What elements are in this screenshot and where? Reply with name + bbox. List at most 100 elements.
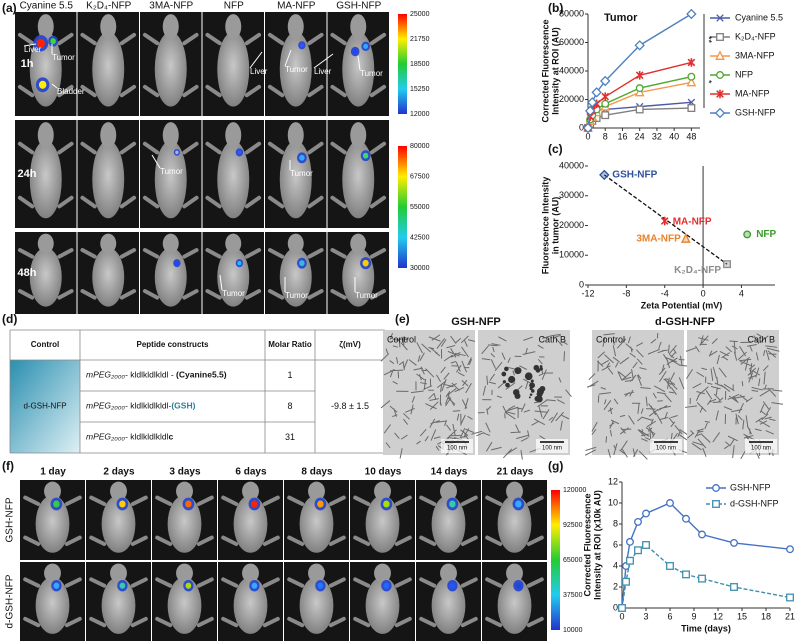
aggregate bbox=[529, 382, 535, 389]
marker bbox=[682, 514, 690, 523]
condition-label: Cath B bbox=[538, 334, 566, 344]
marker bbox=[587, 97, 598, 108]
marker bbox=[730, 583, 738, 591]
mouse-head bbox=[37, 122, 54, 149]
mouse-image bbox=[15, 232, 77, 314]
column-header: 10 days bbox=[365, 467, 402, 478]
signal-core bbox=[383, 500, 390, 508]
tem-image bbox=[478, 330, 570, 455]
aggregate bbox=[539, 385, 546, 392]
mouse-limb bbox=[262, 616, 280, 628]
row-label: 24h bbox=[18, 168, 37, 180]
zeta-value: -9.8 ± 1.5 bbox=[331, 401, 369, 411]
column-header: MA-NFP bbox=[277, 1, 316, 12]
aggregate bbox=[505, 382, 510, 388]
mouse-limb bbox=[64, 535, 82, 546]
mouse-body bbox=[431, 577, 466, 634]
mouse-limb bbox=[57, 195, 74, 209]
mouse-image bbox=[327, 120, 389, 228]
mouse-image bbox=[77, 232, 139, 314]
colorbar-label: 25000 bbox=[410, 11, 430, 18]
mouse-limb bbox=[205, 84, 222, 98]
signal-core bbox=[50, 38, 56, 45]
column-header: Cyanine 5.5 bbox=[20, 1, 74, 12]
mouse-head bbox=[374, 481, 391, 501]
mouse-head bbox=[110, 563, 127, 583]
signal-core bbox=[237, 150, 242, 155]
y-tick-label: 80000 bbox=[559, 8, 584, 18]
aggregate bbox=[535, 367, 541, 373]
colorbar-label: 42500 bbox=[410, 234, 430, 241]
marker bbox=[635, 84, 644, 93]
aggregate bbox=[512, 389, 520, 396]
mouse-limb bbox=[460, 535, 478, 546]
y-tick-label: 2 bbox=[613, 581, 618, 591]
y-axis-label: Corrected Fluorescence bbox=[540, 19, 550, 122]
column-header: 3 days bbox=[169, 467, 201, 478]
mouse-limb bbox=[287, 616, 305, 628]
signal-core bbox=[185, 500, 192, 508]
marker bbox=[698, 574, 706, 583]
signal-core bbox=[38, 80, 47, 89]
signal-core bbox=[299, 43, 304, 48]
mouse-limb bbox=[89, 535, 107, 546]
marker bbox=[715, 50, 725, 60]
signal-core bbox=[251, 582, 258, 589]
mouse-image bbox=[416, 562, 481, 641]
mouse-limb bbox=[119, 289, 137, 300]
mouse-head bbox=[242, 563, 259, 583]
marker bbox=[716, 71, 724, 79]
mouse-limb bbox=[244, 289, 262, 300]
marker bbox=[666, 499, 674, 507]
mouse-limb bbox=[394, 535, 412, 546]
chart-title: Tumor bbox=[604, 12, 638, 24]
mouse-limb bbox=[119, 195, 137, 209]
marker bbox=[786, 545, 794, 554]
mouse-limb bbox=[64, 616, 82, 628]
marker bbox=[635, 70, 644, 80]
annotation: Tumor bbox=[160, 167, 183, 176]
mouse-limb bbox=[119, 141, 137, 155]
significance-mark: * bbox=[704, 80, 714, 84]
signal-core bbox=[251, 500, 258, 508]
mouse-limb bbox=[119, 32, 137, 46]
mouse-limb bbox=[267, 141, 285, 155]
aggregate bbox=[514, 367, 522, 375]
annotation: Tumor bbox=[355, 291, 378, 300]
mouse-limb bbox=[23, 535, 41, 546]
mouse-limb bbox=[526, 495, 544, 506]
marker bbox=[626, 556, 634, 565]
marker bbox=[716, 33, 724, 41]
mouse-limb bbox=[196, 577, 214, 588]
x-axis-label: Time (days) bbox=[681, 623, 731, 633]
column-header: 6 days bbox=[235, 467, 267, 478]
y-tick-label: 12 bbox=[608, 476, 618, 486]
mouse-image bbox=[218, 562, 283, 641]
y-axis-label: in tumor (AU) bbox=[550, 197, 560, 255]
colorbar-label: 55000 bbox=[410, 204, 430, 211]
construct-suffix: (Cyanine5.5) bbox=[176, 370, 227, 380]
signal-core bbox=[185, 582, 192, 589]
marker bbox=[660, 216, 669, 226]
mouse-limb bbox=[196, 495, 214, 506]
mouse-limb bbox=[307, 195, 324, 209]
x-tick-label: 8 bbox=[603, 131, 608, 141]
mouse-limb bbox=[330, 84, 347, 98]
construct: mPEG₂₀₀₀- kldlkldlkldl - (Cyanine5.5) bbox=[86, 370, 227, 380]
y-tick-label: 0 bbox=[613, 602, 618, 612]
marker bbox=[686, 76, 697, 87]
column-header: 2 days bbox=[103, 467, 135, 478]
mouse-body bbox=[365, 577, 400, 634]
mouse-limb bbox=[221, 535, 239, 546]
mouse-limb bbox=[221, 577, 239, 588]
x-tick-label: 6 bbox=[667, 611, 672, 621]
mouse-limb bbox=[80, 141, 97, 155]
x-tick-label: 0 bbox=[619, 611, 624, 621]
mouse-body bbox=[279, 31, 312, 107]
mouse-limb bbox=[80, 32, 97, 46]
mouse-body bbox=[431, 495, 466, 553]
marker bbox=[618, 604, 626, 612]
mouse-body bbox=[217, 140, 250, 219]
construct-sequence: kldlkldlkldl- bbox=[128, 401, 172, 411]
marker bbox=[687, 72, 696, 81]
